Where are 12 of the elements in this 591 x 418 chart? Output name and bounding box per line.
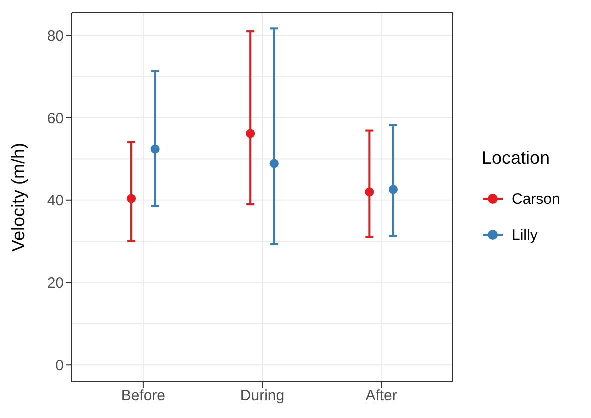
y-tick-label: 20 (47, 275, 64, 292)
legend-label: Carson (512, 190, 560, 208)
y-tick-label: 80 (47, 28, 64, 45)
legend-label: Lilly (512, 226, 538, 244)
y-axis-title: Velocity (m/h) (8, 142, 28, 252)
y-tick-label: 60 (47, 110, 64, 128)
x-tick-label: Before (121, 388, 166, 405)
x-tick-label: During (240, 388, 285, 405)
legend-title: Location (482, 148, 552, 169)
x-tick-label: After (366, 388, 398, 405)
y-tick-label: 0 (56, 357, 64, 374)
y-tick-label: 40 (47, 192, 64, 210)
